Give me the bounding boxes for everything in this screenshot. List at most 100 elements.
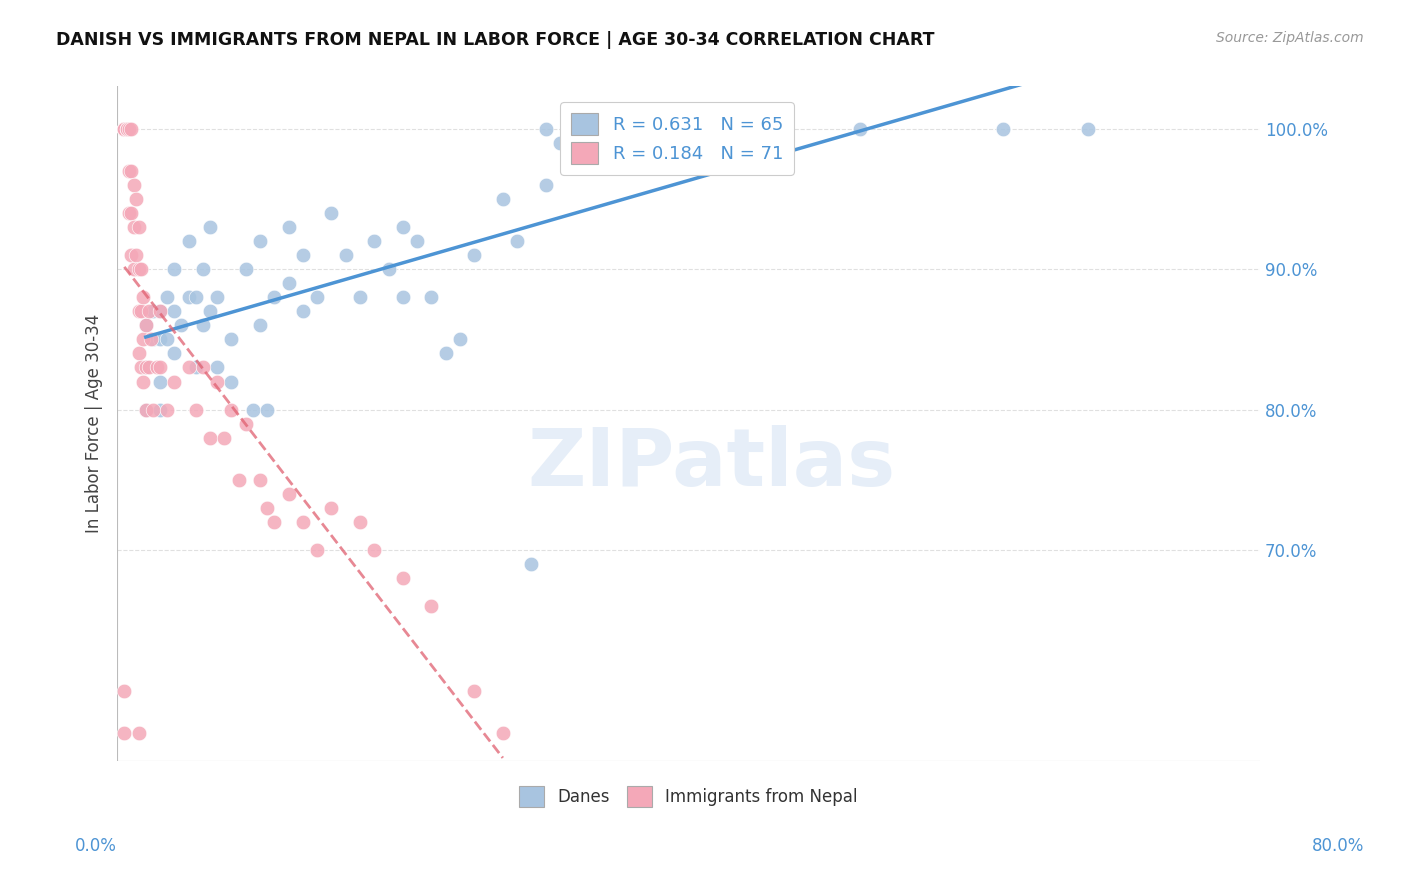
Point — [112, 121, 135, 136]
Point — [205, 290, 228, 304]
Point — [115, 121, 138, 136]
Point — [149, 304, 172, 318]
Point — [177, 234, 200, 248]
Point — [135, 402, 157, 417]
Point — [520, 558, 543, 572]
Point — [420, 599, 443, 614]
Point — [991, 121, 1014, 136]
Point — [249, 473, 271, 487]
Point — [706, 121, 728, 136]
Y-axis label: In Labor Force | Age 30-34: In Labor Force | Age 30-34 — [86, 314, 103, 533]
Point — [184, 402, 207, 417]
Point — [307, 290, 329, 304]
Point — [363, 543, 385, 558]
Point — [149, 402, 172, 417]
Point — [170, 318, 193, 333]
Point — [135, 318, 157, 333]
Point — [534, 121, 557, 136]
Point — [142, 402, 165, 417]
Point — [349, 290, 371, 304]
Point — [434, 346, 457, 360]
Point — [163, 262, 186, 277]
Point — [156, 290, 179, 304]
Point — [149, 304, 172, 318]
Point — [128, 346, 150, 360]
Point — [146, 360, 169, 375]
Point — [128, 304, 150, 318]
Point — [534, 178, 557, 192]
Point — [112, 121, 135, 136]
Point — [128, 262, 150, 277]
Text: 80.0%: 80.0% — [1312, 837, 1365, 855]
Point — [562, 121, 585, 136]
Point — [135, 402, 157, 417]
Point — [128, 219, 150, 234]
Point — [184, 360, 207, 375]
Text: ZIPatlas: ZIPatlas — [527, 425, 896, 503]
Point — [548, 136, 571, 150]
Point — [235, 262, 257, 277]
Point — [112, 121, 135, 136]
Point — [135, 318, 157, 333]
Point — [117, 206, 139, 220]
Point — [291, 515, 314, 529]
Point — [191, 318, 214, 333]
Point — [492, 726, 515, 740]
Point — [363, 234, 385, 248]
Point — [191, 360, 214, 375]
Point — [115, 121, 138, 136]
Text: 0.0%: 0.0% — [75, 837, 117, 855]
Point — [221, 332, 243, 346]
Point — [112, 726, 135, 740]
Point — [184, 290, 207, 304]
Point — [392, 571, 415, 585]
Point — [235, 417, 257, 431]
Point — [149, 375, 172, 389]
Point — [128, 726, 150, 740]
Point — [115, 121, 138, 136]
Point — [142, 332, 165, 346]
Point — [135, 360, 157, 375]
Point — [125, 192, 148, 206]
Point — [463, 248, 485, 262]
Point — [492, 192, 515, 206]
Point — [249, 234, 271, 248]
Point — [256, 501, 278, 516]
Point — [321, 501, 343, 516]
Point — [132, 375, 155, 389]
Point — [138, 304, 160, 318]
Point — [578, 121, 600, 136]
Point — [135, 360, 157, 375]
Point — [149, 360, 172, 375]
Point — [349, 515, 371, 529]
Point — [198, 431, 221, 445]
Point — [606, 121, 628, 136]
Point — [163, 346, 186, 360]
Point — [406, 234, 429, 248]
Point — [124, 178, 146, 192]
Point — [256, 402, 278, 417]
Point — [131, 360, 153, 375]
Point — [112, 121, 135, 136]
Point — [131, 262, 153, 277]
Point — [449, 332, 471, 346]
Point — [506, 234, 529, 248]
Point — [112, 121, 135, 136]
Point — [249, 318, 271, 333]
Point — [1077, 121, 1099, 136]
Point — [131, 304, 153, 318]
Point — [142, 304, 165, 318]
Point — [132, 332, 155, 346]
Point — [124, 219, 146, 234]
Point — [291, 304, 314, 318]
Point — [321, 206, 343, 220]
Point — [117, 163, 139, 178]
Point — [121, 121, 143, 136]
Point — [221, 375, 243, 389]
Point — [132, 290, 155, 304]
Point — [112, 121, 135, 136]
Point — [112, 121, 135, 136]
Point — [205, 375, 228, 389]
Text: DANISH VS IMMIGRANTS FROM NEPAL IN LABOR FORCE | AGE 30-34 CORRELATION CHART: DANISH VS IMMIGRANTS FROM NEPAL IN LABOR… — [56, 31, 935, 49]
Point — [392, 219, 415, 234]
